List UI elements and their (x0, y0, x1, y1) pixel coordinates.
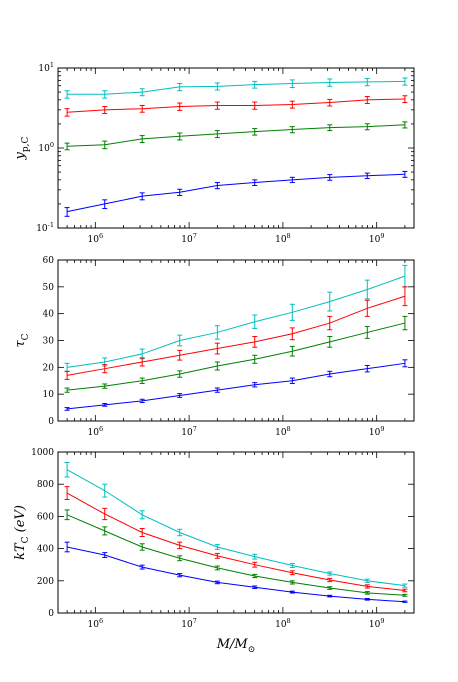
y-tick-label: 30 (43, 337, 55, 347)
x-tick-label: 106 (88, 425, 104, 438)
series-line (66, 492, 405, 591)
x-tick-label: 107 (181, 232, 197, 245)
series-line (67, 275, 406, 368)
y-tick-label: 10 (43, 390, 55, 400)
x-tick-label: 106 (88, 617, 104, 630)
x-tick-label: 109 (369, 617, 385, 630)
plot-frame (57, 259, 415, 422)
y-tick-label: 10-1 (36, 221, 54, 234)
series-line (67, 80, 405, 95)
y-tick-label: 0 (48, 417, 54, 427)
series-2 (64, 486, 408, 593)
series-1 (64, 461, 408, 588)
series-line (66, 546, 405, 603)
y-axis-label: kTC​ (eV) (13, 505, 31, 560)
series-2 (64, 286, 408, 380)
series-line (67, 322, 406, 391)
x-tick-label: 109 (369, 232, 385, 245)
series-1 (64, 264, 408, 372)
panel-3: 106 107 108 109 0 200 400 600 800 1000 kTC​ (eV) M/… (13, 448, 415, 655)
y-tick-label: 600 (37, 512, 54, 522)
series-line (67, 295, 406, 376)
series-4 (64, 170, 408, 217)
series-1 (64, 77, 408, 99)
series-4 (64, 359, 408, 411)
panel-1: 106 107 108 109 10-1 100 101 yp,C​ (13, 61, 415, 245)
y-tick-label: 100 (38, 141, 54, 154)
y-tick-label: 60 (43, 256, 55, 266)
series-3 (64, 315, 408, 393)
series-4 (64, 541, 408, 603)
y-tick-label: 200 (37, 577, 54, 587)
y-axis-label: τC​ (13, 333, 31, 347)
series-2 (64, 95, 408, 117)
y-tick-label: 400 (37, 545, 54, 555)
series-3 (64, 121, 408, 151)
x-tick-label: 108 (275, 232, 291, 245)
series-3 (64, 509, 408, 597)
y-axis-label: yp,C​ (13, 136, 31, 160)
series-line (67, 98, 405, 113)
x-tick-label: 108 (275, 617, 291, 630)
y-tick-label: 50 (43, 283, 55, 293)
y-tick-label: 800 (37, 480, 54, 490)
y-tick-label: 20 (43, 363, 55, 373)
y-tick-label: 40 (43, 310, 55, 320)
series-line (67, 362, 405, 410)
x-tick-label: 109 (369, 425, 385, 438)
plot-frame (57, 451, 415, 614)
x-tick-label: 106 (88, 232, 104, 245)
series-line (66, 469, 405, 587)
x-tick-label: 108 (275, 425, 291, 438)
x-axis-label: M/M⊙​ (216, 637, 256, 655)
y-tick-label: 0 (48, 609, 54, 619)
series-line (66, 514, 405, 596)
x-tick-label: 107 (181, 425, 197, 438)
plot-frame (57, 67, 415, 229)
y-tick-label: 101 (38, 61, 54, 74)
y-tick-label: 1000 (31, 448, 54, 458)
series-line (66, 173, 405, 213)
series-line (67, 124, 405, 147)
x-tick-label: 107 (181, 617, 197, 630)
panel-2: 106 107 108 109 0 10 20 30 40 50 60 τC​ (13, 256, 415, 438)
